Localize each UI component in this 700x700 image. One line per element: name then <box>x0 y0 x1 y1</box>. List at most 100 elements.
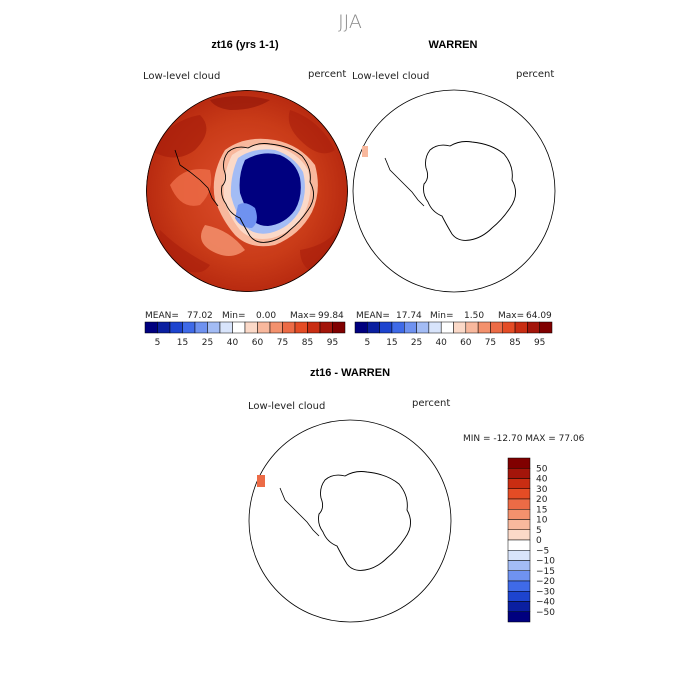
colorbar-swatch <box>527 321 540 334</box>
colorbar-swatch <box>507 550 531 561</box>
colorbar-swatch <box>391 321 405 334</box>
colorbar-tick-label: 15 <box>177 338 188 348</box>
colorbar-tick-label: 95 <box>327 338 338 348</box>
units-label: percent <box>412 398 450 409</box>
max-value: 99.84 <box>318 311 344 321</box>
stats-line: MEAN= 17.74 Min= 1.50 Max= 64.09 <box>356 311 552 321</box>
colorbar-tick-label: 25 <box>411 338 422 348</box>
colorbar-tick-label: 40 <box>435 338 447 348</box>
colorbar-swatch <box>507 519 531 530</box>
colorbar-swatch <box>507 457 531 469</box>
colorbar-swatch <box>507 580 531 592</box>
variable-label: Low-level cloud <box>143 71 220 82</box>
units-label: percent <box>516 69 554 80</box>
min-label: Min= <box>430 311 454 321</box>
mean-label: MEAN= <box>145 311 179 321</box>
colorbar-swatch <box>507 468 531 479</box>
colorbar-tick-label: 30 <box>536 485 548 495</box>
min-label: Min= <box>222 311 246 321</box>
colorbar-swatch <box>169 321 183 334</box>
colorbar-swatch <box>507 560 531 571</box>
colorbar-tick-label: −10 <box>536 557 555 567</box>
colorbar-swatch <box>490 321 503 334</box>
main-title: JJA <box>338 11 362 33</box>
max-label: Max= <box>498 311 524 321</box>
colorbar-swatch <box>194 321 208 334</box>
colorbar-swatch <box>319 321 333 334</box>
colorbar-swatch <box>404 321 417 334</box>
colorbar-swatch <box>182 321 196 334</box>
colorbar-swatch <box>332 321 346 334</box>
variable-label: Low-level cloud <box>248 401 325 412</box>
colorbar-swatch <box>507 509 531 520</box>
colorbar-swatch <box>465 321 479 334</box>
mean-value: 17.74 <box>396 311 422 321</box>
colorbar-tick-label: 85 <box>302 338 313 348</box>
colorbar-tick-label: −20 <box>536 577 555 587</box>
colorbar-tick-label: 50 <box>536 464 548 474</box>
colorbar-swatch <box>269 321 283 334</box>
colorbar-tick-label: 0 <box>536 536 542 546</box>
colorbar-tick-label: −15 <box>536 567 555 577</box>
colorbar-swatch <box>157 321 171 334</box>
min-value: 1.50 <box>464 311 484 321</box>
colorbar-tick-label: 40 <box>536 475 548 485</box>
colorbar-tick-label: 95 <box>534 338 545 348</box>
colorbar-tick-label: 60 <box>252 338 264 348</box>
colorbar-swatch <box>232 321 246 334</box>
colorbar-observed: 5 15 25 40 60 75 85 95 <box>354 321 553 348</box>
colorbar-swatch <box>307 321 321 334</box>
colorbar-swatch <box>507 488 531 500</box>
colorbar-swatch <box>477 321 491 334</box>
colorbar-model: 5 15 25 40 60 75 85 95 <box>144 321 346 348</box>
panel-title: zt16 - WARREN <box>310 367 390 379</box>
colorbar-tick-label: 20 <box>536 495 548 505</box>
colorbar-swatch <box>507 529 531 541</box>
colorbar-tick-label: 60 <box>460 338 472 348</box>
colorbar-swatch <box>507 601 531 612</box>
colorbar-swatch <box>244 321 258 334</box>
colorbar-tick-label: 5 <box>364 338 370 348</box>
colorbar-tick-label: 15 <box>386 338 397 348</box>
mean-label: MEAN= <box>356 311 390 321</box>
max-value: 64.09 <box>526 311 552 321</box>
colorbar-tick-label: 40 <box>227 338 239 348</box>
polar-map-difference <box>248 419 452 623</box>
max-label: Max= <box>290 311 316 321</box>
colorbar-swatch <box>507 611 531 623</box>
colorbar-tick-label: 75 <box>277 338 288 348</box>
panel-observed: WARREN Low-level cloud percent MEAN= 17.… <box>352 39 556 348</box>
colorbar-swatch <box>514 321 528 334</box>
colorbar-swatch <box>379 321 393 334</box>
stats-line: MEAN= 77.02 Min= 0.00 Max= 99.84 <box>145 311 344 321</box>
panel-title: zt16 (yrs 1-1) <box>211 39 279 51</box>
units-label: percent <box>308 69 346 80</box>
min-value: 0.00 <box>256 311 276 321</box>
colorbar-tick-label: 85 <box>509 338 520 348</box>
colorbar-swatch <box>507 478 531 489</box>
minmax-label: MIN = -12.70 MAX = 77.06 <box>463 434 585 444</box>
colorbar-swatch <box>367 321 380 334</box>
colorbar-swatch <box>440 321 454 334</box>
colorbar-tick-label: −50 <box>536 608 555 618</box>
panel-difference: zt16 - WARREN Low-level cloud percent MI… <box>248 367 585 623</box>
colorbar-tick-label: −30 <box>536 587 555 597</box>
colorbar-swatch <box>257 321 271 334</box>
colorbar-swatch <box>507 539 531 551</box>
colorbar-tick-label: −5 <box>536 546 549 556</box>
panel-title: WARREN <box>429 39 478 51</box>
colorbar-swatch <box>219 321 233 334</box>
colorbar-swatch <box>282 321 296 334</box>
colorbar-swatch <box>144 321 158 334</box>
panel-model: zt16 (yrs 1-1) Low-level cloud percent <box>143 39 348 348</box>
colorbar-tick-label: 75 <box>485 338 496 348</box>
colorbar-swatch <box>502 321 516 334</box>
colorbar-tick-label: 10 <box>536 516 548 526</box>
colorbar-tick-label: 5 <box>155 338 161 348</box>
colorbar-swatch <box>416 321 430 334</box>
colorbar-swatch <box>453 321 467 334</box>
variable-label: Low-level cloud <box>352 71 429 82</box>
mean-value: 77.02 <box>187 311 213 321</box>
colorbar-swatch <box>207 321 221 334</box>
